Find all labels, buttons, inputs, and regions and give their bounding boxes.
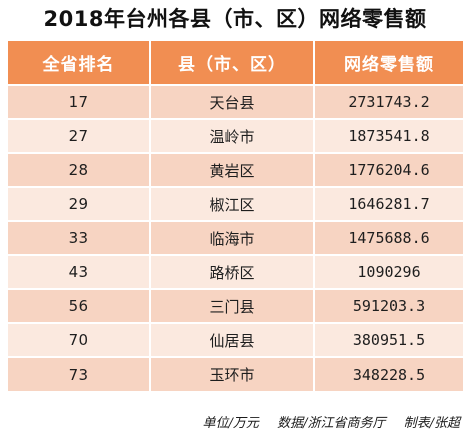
- unit-note: 单位/万元: [202, 416, 259, 431]
- table-row: 56 三门县 591203.3: [8, 288, 463, 323]
- sales-cell: 380951.5: [314, 322, 463, 357]
- sales-ranking-table: 全省排名 县（市、区） 网络零售额 17 天台县 2731743.2 27 温岭…: [8, 41, 463, 391]
- sales-cell: 348228.5: [314, 356, 463, 391]
- county-cell: 黄岩区: [150, 152, 315, 187]
- sales-cell: 2731743.2: [314, 84, 463, 119]
- header-rank: 全省排名: [8, 41, 151, 85]
- rank-cell: 17: [8, 84, 151, 119]
- rank-cell: 70: [8, 322, 151, 357]
- sales-cell: 1873541.8: [314, 118, 463, 153]
- rank-cell: 33: [8, 220, 151, 255]
- header-county: 县（市、区）: [150, 41, 315, 85]
- county-cell: 椒江区: [150, 186, 315, 221]
- sales-cell: 1090296: [314, 254, 463, 289]
- page-title: 2018年台州各县（市、区）网络零售额: [43, 7, 427, 31]
- rank-cell: 56: [8, 288, 151, 323]
- rank-cell: 43: [8, 254, 151, 289]
- county-cell: 温岭市: [150, 118, 315, 153]
- credit-note: 制表/张超: [403, 416, 460, 431]
- sales-cell: 1646281.7: [314, 186, 463, 221]
- sales-cell: 591203.3: [314, 288, 463, 323]
- sales-cell: 1475688.6: [314, 220, 463, 255]
- table-row: 17 天台县 2731743.2: [8, 84, 463, 119]
- sales-cell: 1776204.6: [314, 152, 463, 187]
- table-row: 29 椒江区 1646281.7: [8, 186, 463, 221]
- source-note: 数据/浙江省商务厅: [277, 416, 386, 431]
- rank-cell: 73: [8, 356, 151, 391]
- footer-credits: 单位/万元 数据/浙江省商务厅 制表/张超: [189, 412, 460, 431]
- table-row: 73 玉环市 348228.5: [8, 356, 463, 391]
- table-header-row: 全省排名 县（市、区） 网络零售额: [8, 41, 463, 85]
- county-cell: 路桥区: [150, 254, 315, 289]
- table-row: 43 路桥区 1090296: [8, 254, 463, 289]
- county-cell: 临海市: [150, 220, 315, 255]
- header-sales: 网络零售额: [314, 41, 463, 85]
- rank-cell: 27: [8, 118, 151, 153]
- county-cell: 仙居县: [150, 322, 315, 357]
- table-row: 33 临海市 1475688.6: [8, 220, 463, 255]
- table-row: 70 仙居县 380951.5: [8, 322, 463, 357]
- county-cell: 玉环市: [150, 356, 315, 391]
- county-cell: 三门县: [150, 288, 315, 323]
- table-row: 28 黄岩区 1776204.6: [8, 152, 463, 187]
- county-cell: 天台县: [150, 84, 315, 119]
- table-row: 27 温岭市 1873541.8: [8, 118, 463, 153]
- rank-cell: 29: [8, 186, 151, 221]
- rank-cell: 28: [8, 152, 151, 187]
